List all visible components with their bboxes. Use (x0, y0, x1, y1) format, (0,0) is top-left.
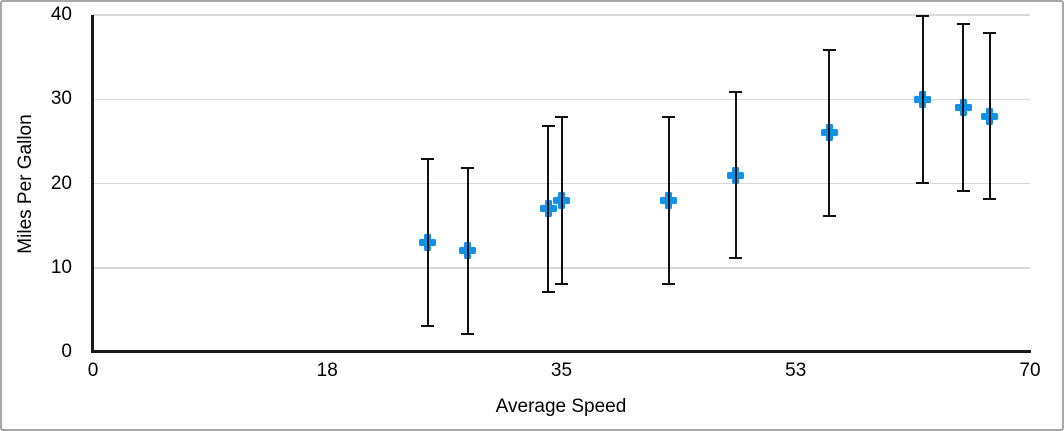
error-bar-cap-bottom (983, 198, 997, 201)
x-tick-label-18: 18 (316, 360, 338, 381)
error-bar (983, 31, 997, 201)
y-tick-label-0: 0 (61, 341, 72, 362)
error-bar-cap-bottom (956, 189, 970, 192)
x-axis-title: Average Speed (495, 396, 627, 417)
error-bar-cap-top (541, 124, 555, 127)
error-bar-cap-bottom (822, 215, 836, 218)
error-bar (729, 90, 742, 260)
error-bar-cap-bottom (421, 324, 435, 327)
error-bar-line (426, 158, 429, 327)
y-tick-label-20: 20 (50, 172, 72, 194)
y-axis-title: Miles Per Gallon (15, 114, 36, 254)
error-bar-line (828, 48, 831, 218)
error-bar-cap-top (461, 166, 475, 169)
error-bar-line (962, 23, 965, 192)
x-tick-label-70: 70 (1019, 360, 1041, 381)
error-bar-line (560, 116, 563, 285)
error-bar (541, 124, 555, 294)
error-bar-line (921, 15, 924, 184)
x-tick-label-35: 35 (550, 360, 573, 381)
y-axis-line (91, 15, 94, 353)
error-bar-line (988, 31, 991, 201)
error-bar-cap-top (421, 158, 435, 161)
error-bar (555, 116, 568, 285)
error-bar (461, 166, 475, 336)
gridline-y-30 (93, 98, 1030, 100)
error-bar-line (667, 116, 670, 285)
error-bar-line (734, 90, 737, 260)
error-bar-cap-bottom (555, 282, 568, 285)
error-bar-cap-top (916, 15, 930, 17)
x-axis-line (91, 350, 1031, 353)
error-bar-cap-top (662, 116, 676, 119)
gridline-y-40 (93, 14, 1030, 16)
error-bar-cap-bottom (916, 181, 930, 184)
error-bar-cap-top (729, 90, 742, 93)
error-bar (956, 23, 970, 192)
error-bar-cap-bottom (729, 257, 742, 260)
error-bar (421, 158, 435, 327)
error-bar-cap-bottom (541, 291, 555, 294)
error-bar-cap-top (822, 48, 836, 51)
y-tick-label-30: 30 (50, 88, 72, 110)
error-bar-cap-top (983, 31, 997, 34)
error-bar-cap-bottom (662, 282, 676, 285)
error-bar (822, 48, 836, 218)
error-bar-cap-top (555, 116, 568, 119)
x-tick-label-0: 0 (87, 360, 99, 381)
error-bar-line (547, 124, 550, 294)
x-tick-label-53: 53 (785, 360, 807, 381)
error-bar-line (466, 166, 469, 336)
error-bar (662, 116, 676, 285)
error-bar-cap-bottom (461, 333, 475, 336)
error-bar (916, 15, 930, 184)
y-tick-label-10: 10 (50, 256, 72, 278)
y-tick-label-40: 40 (50, 4, 72, 25)
error-bar-cap-top (956, 23, 970, 26)
